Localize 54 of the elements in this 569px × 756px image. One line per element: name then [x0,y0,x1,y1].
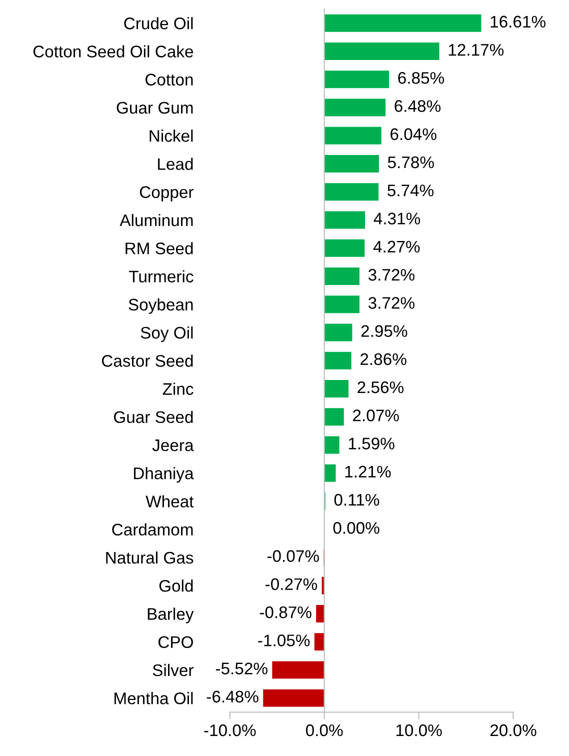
y-tick-label: Soy Oil [140,326,193,342]
y-tick-label: Lead [158,158,193,170]
data-label: 4.31% [374,212,420,224]
data-label: 2.86% [360,353,406,366]
y-tick-label: Castor Seed [102,354,193,367]
y-tick-label: Cardamom [112,523,193,536]
y-tick-label: Crude Oil [124,17,193,30]
data-label: -5.52% [216,662,268,674]
y-tick-label: Silver [152,664,194,676]
y-tick-label: Wheat [146,495,194,508]
y-tick-label: Turmeric [129,270,194,282]
x-tick-label: 0.0% [306,724,343,736]
data-label: 0.11% [334,494,380,506]
data-label: 2.95% [361,325,408,337]
data-label: 4.27% [373,240,420,253]
data-label: 1.59% [348,438,394,450]
y-tick-label: Copper [140,186,194,202]
y-tick-label: Natural Gas [106,551,194,564]
data-label: 6.85% [398,72,444,84]
y-tick-label: Guar Gum [116,102,193,114]
data-label: -0.07% [267,550,319,562]
y-tick-label: Cotton Seed Oil Cake [33,45,194,58]
x-tick-label: 10.0% [396,724,442,736]
data-label: -0.27% [266,578,318,590]
y-tick-label: Jeera [152,440,194,452]
data-label: 3.72% [368,268,414,281]
data-label: 5.74% [388,184,434,196]
y-tick-label: Cotton [146,74,193,86]
y-tick-label: Mentha Oil [114,692,193,704]
data-label: 6.48% [394,100,441,112]
x-tick-label: 20.0% [490,724,536,736]
y-tick-label: CPO [158,636,193,648]
data-label: 3.72% [368,297,414,309]
y-tick-label: Dhaniya [134,467,194,483]
data-label: 2.56% [358,381,404,394]
data-label: 12.17% [448,44,504,56]
data-label: 6.04% [390,128,436,140]
x-tick-label: -10.0% [204,724,256,736]
data-label: 1.21% [345,466,391,478]
data-label: 16.61% [490,16,546,28]
data-label: -6.48% [206,690,258,703]
y-tick-label: Guar Seed [114,410,193,424]
y-tick-label: Aluminum [120,214,193,226]
data-label: -1.05% [258,634,310,646]
data-label: 2.07% [353,410,399,422]
y-tick-label: Soybean [128,298,193,314]
y-tick-label: RM Seed [126,242,193,254]
y-tick-label: Zinc [162,382,194,395]
data-label: 0.00% [333,522,380,534]
data-label: 5.78% [388,156,434,168]
data-label: -0.87% [260,606,312,618]
y-tick-label: Nickel [150,130,193,142]
y-tick-label: Gold [159,580,193,592]
y-tick-label: Barley [148,608,194,624]
